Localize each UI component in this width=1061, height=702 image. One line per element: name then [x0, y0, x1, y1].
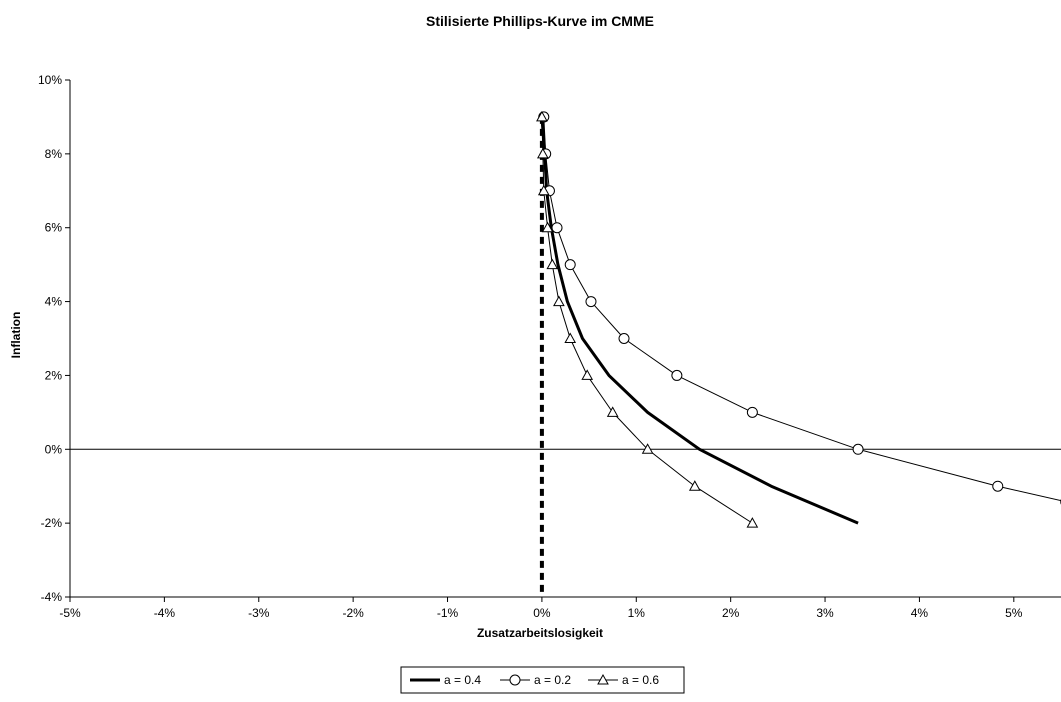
legend-label: a = 0.4 [444, 673, 481, 687]
x-tick-label: 5% [1005, 606, 1023, 620]
series-a-0-2-point [586, 297, 596, 307]
series-layer [537, 112, 1061, 527]
x-tick-label: 4% [911, 606, 929, 620]
x-tick-label: -3% [248, 606, 270, 620]
series-a-0-2-point [672, 370, 682, 380]
y-tick-label: -4% [41, 590, 63, 604]
y-tick-label: -2% [41, 516, 63, 530]
series-a-0-6-point [747, 518, 757, 527]
x-tick-label: 0% [533, 606, 551, 620]
x-tick-label: -2% [342, 606, 364, 620]
series-a-0-4 [542, 117, 858, 523]
series-a-0-2 [539, 112, 1061, 507]
x-tick-label: 2% [722, 606, 740, 620]
series-a-0-6-point [582, 370, 592, 379]
x-tick-label: -5% [59, 606, 81, 620]
y-tick-label: 0% [45, 442, 63, 456]
legend: a = 0.4 a = 0.2 a = 0.6 [401, 667, 684, 693]
series-line-a-0-4 [542, 117, 858, 523]
legend-marker-point [510, 675, 520, 685]
series-a-0-2-point [552, 223, 562, 233]
x-tick-label: 1% [628, 606, 646, 620]
y-tick-label: 4% [45, 295, 63, 309]
x-tick-label: -4% [154, 606, 176, 620]
series-a-0-6-point [608, 407, 618, 416]
tick-labels-layer: -4% -2% 0% 2% 4% 6% 8% 10% -5% -4% -3% -2% -1% 0% 1% 2%… [38, 73, 1023, 620]
series-a-0-6-point [554, 297, 564, 306]
chart-title: Stilisierte Phillips-Kurve im CMME [426, 13, 654, 29]
series-a-0-6-point [690, 481, 700, 490]
y-tick-label: 2% [45, 368, 63, 382]
y-axis-label: Inflation [9, 312, 23, 359]
x-tick-label: 3% [816, 606, 834, 620]
legend-label: a = 0.6 [622, 673, 659, 687]
series-a-0-2-point [565, 260, 575, 270]
series-a-0-6-point [565, 334, 575, 343]
series-a-0-2-point [993, 481, 1003, 491]
axes-layer [70, 80, 1061, 597]
y-tick-label: 6% [45, 221, 63, 235]
series-a-0-6 [537, 112, 757, 527]
y-tick-label: 10% [38, 73, 62, 87]
series-a-0-2-point [747, 407, 757, 417]
reference-lines-layer [70, 117, 1061, 597]
series-line-a-0-2 [544, 117, 1061, 502]
series-a-0-2-point [853, 444, 863, 454]
y-tick-label: 8% [45, 147, 63, 161]
series-a-0-2-point [619, 334, 629, 344]
legend-label: a = 0.2 [534, 673, 571, 687]
x-axis-label: Zusatzarbeitslosigkeit [477, 626, 603, 640]
x-tick-label: -1% [437, 606, 459, 620]
